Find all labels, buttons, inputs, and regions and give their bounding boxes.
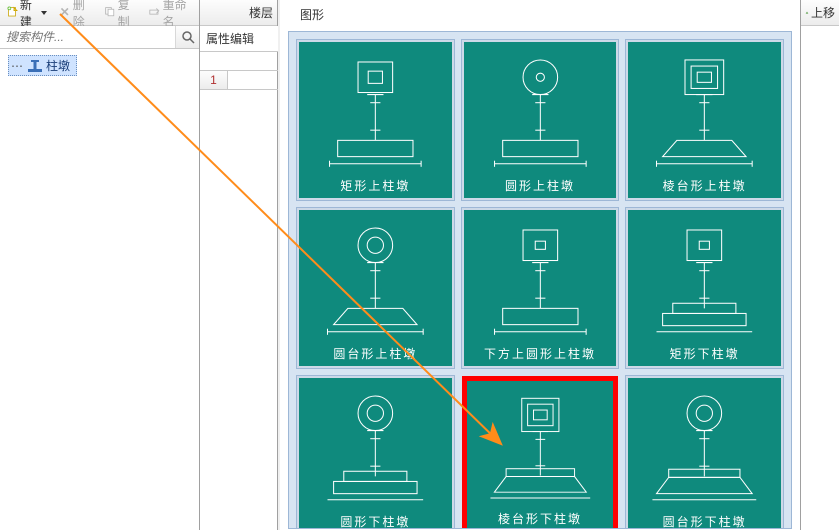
tree-connector-icon: ⋯ (11, 59, 22, 73)
tree-node-selected[interactable]: ⋯ 柱墩 (8, 55, 77, 76)
shape-diagram (628, 210, 781, 366)
shape-card-frust-top[interactable]: 棱台形上柱墩 (626, 40, 783, 200)
shape-card-label: 下方上圆形上柱墩 (484, 345, 596, 362)
shape-card-label: 矩形上柱墩 (340, 177, 410, 194)
floor-label[interactable]: 楼层 (249, 4, 273, 21)
shape-diagram (299, 42, 452, 198)
shape-diagram (467, 381, 614, 529)
left-panel: 新建 删除 复制 重命名 ⋯ (0, 0, 200, 530)
search-row (0, 26, 199, 49)
new-icon (7, 6, 18, 20)
copy-icon (104, 6, 115, 20)
tree-node-label: 柱墩 (46, 57, 70, 74)
shape-card-sq-circ-top[interactable]: 下方上圆形上柱墩 (462, 208, 619, 368)
main-panel: 图形 矩形上柱墩 圆形上柱墩 棱台形上柱墩 圆台形上柱墩 下方上圆形上柱墩 矩形… (280, 0, 800, 530)
property-panel: 属性编辑 1 (200, 26, 278, 90)
gallery-container: 矩形上柱墩 圆形上柱墩 棱台形上柱墩 圆台形上柱墩 下方上圆形上柱墩 矩形下柱墩… (288, 31, 792, 529)
right-panel: 上移 (800, 0, 839, 530)
shape-card-rect-top[interactable]: 矩形上柱墩 (297, 40, 454, 200)
shape-card-label: 矩形下柱墩 (670, 345, 740, 362)
shape-card-rect-bottom[interactable]: 矩形下柱墩 (626, 208, 783, 368)
shape-diagram (299, 210, 452, 366)
shape-card-label: 棱台形上柱墩 (663, 177, 747, 194)
rename-icon (149, 6, 160, 20)
shape-card-frust-bottom[interactable]: 棱台形下柱墩 (462, 376, 619, 529)
shape-card-label: 圆台形上柱墩 (333, 345, 417, 362)
shape-card-label: 圆形下柱墩 (340, 513, 410, 529)
shape-card-label: 圆台形下柱墩 (663, 513, 747, 529)
left-toolbar: 新建 删除 复制 重命名 (0, 0, 199, 26)
shape-diagram (464, 210, 617, 366)
shape-gallery: 矩形上柱墩 圆形上柱墩 棱台形上柱墩 圆台形上柱墩 下方上圆形上柱墩 矩形下柱墩… (297, 40, 783, 529)
component-tree: ⋯ 柱墩 (0, 49, 199, 82)
shape-diagram (628, 378, 781, 529)
property-row-number: 1 (200, 71, 228, 89)
chevron-down-icon (41, 11, 47, 15)
shape-card-cone-bottom[interactable]: 圆台形下柱墩 (626, 376, 783, 529)
property-cell[interactable] (228, 71, 278, 89)
shape-card-circle-bottom[interactable]: 圆形下柱墩 (297, 376, 454, 529)
shape-card-circle-top[interactable]: 圆形上柱墩 (462, 40, 619, 200)
shape-diagram (628, 42, 781, 198)
shape-card-cone-top[interactable]: 圆台形上柱墩 (297, 208, 454, 368)
gallery-title: 图形 (280, 0, 800, 27)
delete-icon (59, 6, 70, 20)
shape-card-label: 圆形上柱墩 (505, 177, 575, 194)
pier-icon (28, 60, 42, 72)
shape-diagram (299, 378, 452, 529)
search-input[interactable] (0, 26, 175, 48)
property-panel-title: 属性编辑 (200, 26, 278, 52)
property-row[interactable]: 1 (200, 70, 278, 90)
floor-toolbar: 楼层 (200, 0, 277, 26)
arrow-up-icon (805, 7, 809, 19)
shape-card-label: 棱台形下柱墩 (498, 510, 582, 527)
right-toolbar: 上移 (801, 0, 839, 26)
shape-diagram (464, 42, 617, 198)
search-icon (181, 30, 195, 44)
property-grid: 1 (200, 70, 278, 90)
move-up-button[interactable]: 上移 (811, 4, 835, 21)
search-button[interactable] (175, 26, 199, 48)
